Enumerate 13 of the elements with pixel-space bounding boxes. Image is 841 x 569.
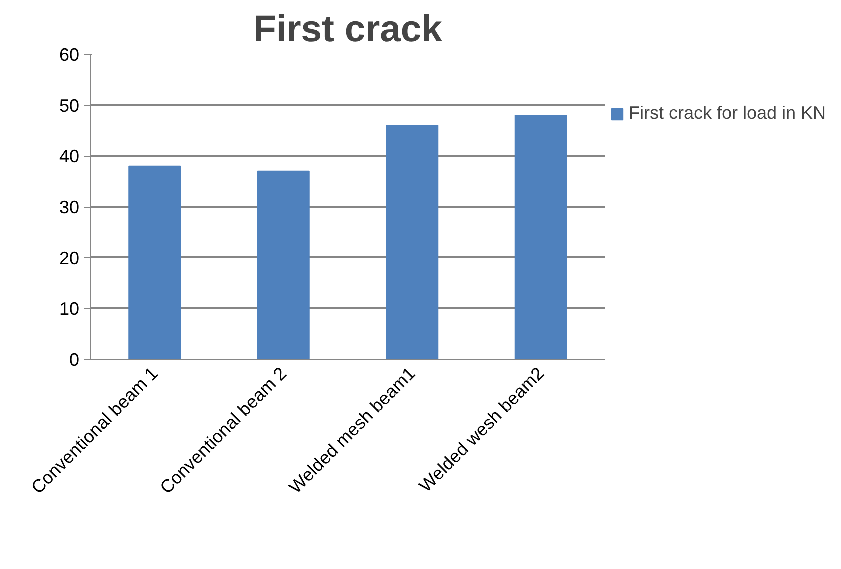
y-tick-label: 40 <box>59 146 80 167</box>
y-tick-label: 20 <box>59 248 80 268</box>
bar <box>257 170 310 360</box>
chart-title: First crack <box>254 8 443 50</box>
legend-label: First crack for load in KN <box>629 103 826 124</box>
bar <box>128 166 182 360</box>
bar <box>386 125 439 360</box>
y-tick-label: 10 <box>59 299 80 320</box>
y-tick-label: 0 <box>69 350 80 370</box>
y-tick-label: 30 <box>59 198 80 218</box>
y-tick-label: 50 <box>59 96 80 116</box>
y-tick-label: 60 <box>59 45 80 65</box>
bar <box>514 115 568 360</box>
